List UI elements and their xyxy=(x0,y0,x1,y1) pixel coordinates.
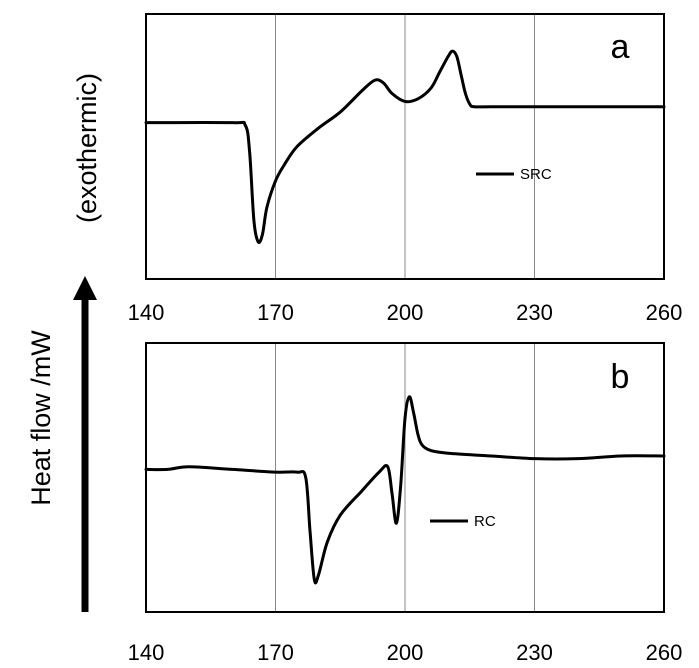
x-tick-label: 200 xyxy=(387,640,424,665)
y-axis-label-group: Heat flow /mW (exothermic) xyxy=(26,73,102,612)
series-line-SRC xyxy=(144,49,666,244)
x-tick-label: 140 xyxy=(128,300,165,325)
panel-letter: a xyxy=(611,28,630,66)
heat-flow-arrowhead xyxy=(73,276,97,300)
x-tick-label: 200 xyxy=(387,300,424,325)
legend-label: RC xyxy=(474,513,496,530)
x-tick-label: 170 xyxy=(257,300,294,325)
x-tick-label: 140 xyxy=(128,640,165,665)
plot-frame xyxy=(145,342,665,613)
y-axis-sublabel: (exothermic) xyxy=(72,73,102,223)
series-line-RC xyxy=(144,395,666,585)
x-tick-label: 170 xyxy=(257,640,294,665)
panel-a: 140 170 200 230 260 SRC a xyxy=(128,13,683,325)
x-tick-label: 230 xyxy=(516,640,553,665)
plot-frame xyxy=(145,13,665,280)
x-tick-label: 260 xyxy=(646,640,683,665)
x-tick-label: 260 xyxy=(646,300,683,325)
panel-letter: b xyxy=(611,358,630,396)
legend-label: SRC xyxy=(520,166,552,183)
y-axis-label: Heat flow /mW xyxy=(26,330,56,506)
x-tick-label: 230 xyxy=(516,300,553,325)
panel-b: 140 170 200 230 260 RC b xyxy=(128,342,683,665)
